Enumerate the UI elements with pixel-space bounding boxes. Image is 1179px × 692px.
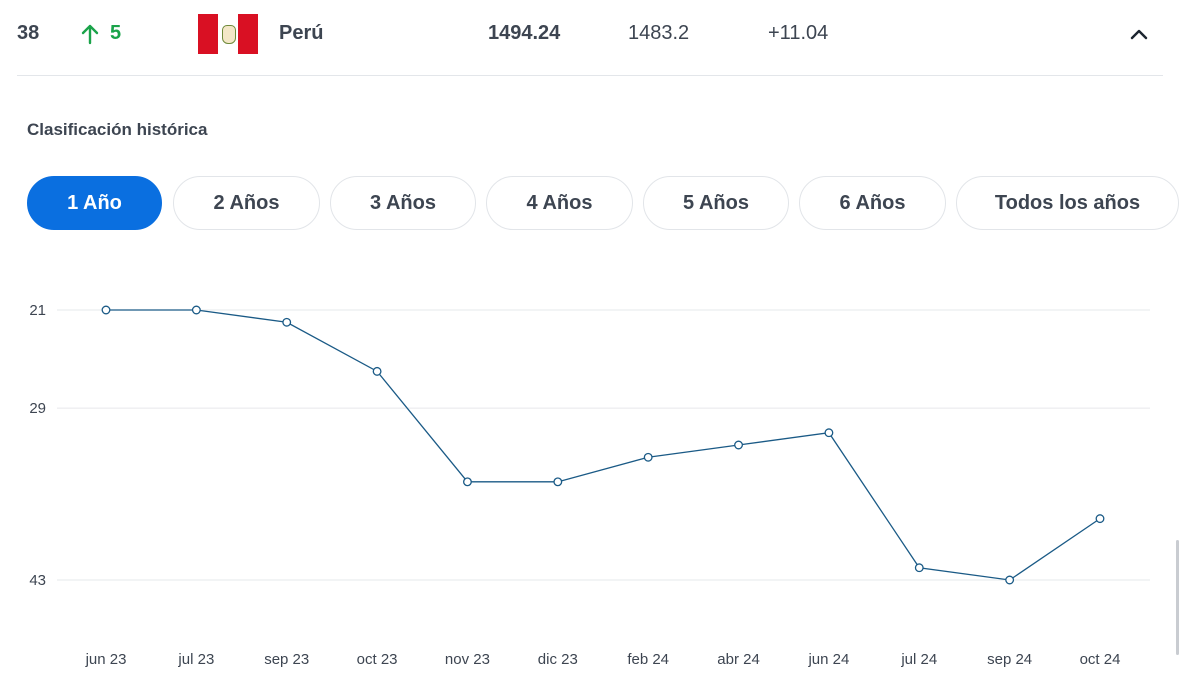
data-point[interactable] xyxy=(463,477,472,487)
data-point[interactable] xyxy=(372,366,382,376)
data-point[interactable] xyxy=(1005,575,1015,585)
x-tick-label: jun 24 xyxy=(807,651,849,668)
x-tick-label: jul 24 xyxy=(900,651,937,668)
ranking-row[interactable]: 38 5 Perú 1494.24 1483.2 +11.04 xyxy=(17,0,1163,76)
x-tick-label: jun 23 xyxy=(85,651,127,668)
peru-flag xyxy=(198,14,258,54)
data-point[interactable] xyxy=(282,317,292,327)
x-tick-label: sep 23 xyxy=(264,651,309,668)
x-tick-label: nov 23 xyxy=(445,651,490,668)
tab-4-years[interactable]: 4 Años xyxy=(486,176,633,230)
y-tick-label: 21 xyxy=(29,302,46,319)
points-difference: +11.04 xyxy=(768,22,829,44)
data-point[interactable] xyxy=(191,305,201,315)
x-tick-label: abr 24 xyxy=(717,651,760,668)
tab-all-years[interactable]: Todos los años xyxy=(956,176,1179,230)
history-chart: 21 29 43 jun 23 jul 23 sep 23 oct 23 nov 23 dic … xyxy=(29,302,1150,668)
x-tick-label: oct 24 xyxy=(1080,651,1121,668)
y-tick-label: 43 xyxy=(29,572,46,589)
scrollbar[interactable] xyxy=(1176,540,1179,655)
x-tick-label: oct 23 xyxy=(357,651,398,668)
data-point[interactable] xyxy=(824,428,834,438)
tab-3-years[interactable]: 3 Años xyxy=(330,176,476,230)
arrow-up-icon xyxy=(81,24,99,44)
coat-of-arms-icon xyxy=(222,25,236,44)
data-point[interactable] xyxy=(643,452,653,462)
tab-6-years[interactable]: 6 Años xyxy=(799,176,946,230)
tab-5-years[interactable]: 5 Años xyxy=(643,176,789,230)
x-tick-label: dic 23 xyxy=(538,651,578,668)
series-line xyxy=(106,309,1101,581)
data-point[interactable] xyxy=(734,440,743,450)
y-tick-label: 29 xyxy=(29,400,46,417)
data-point[interactable] xyxy=(101,305,111,315)
country-name: Perú xyxy=(279,22,324,44)
history-title: Clasificación histórica xyxy=(27,120,208,139)
rank-change-value: 5 xyxy=(110,22,122,44)
previous-points: 1483.2 xyxy=(628,22,690,44)
data-point[interactable] xyxy=(553,477,563,487)
current-points: 1494.24 xyxy=(488,22,561,44)
tab-2-years[interactable]: 2 Años xyxy=(173,176,320,230)
rank: 38 xyxy=(17,22,40,44)
data-point[interactable] xyxy=(1095,514,1105,524)
x-tick-label: jul 23 xyxy=(177,651,214,668)
chevron-up-icon[interactable] xyxy=(1127,22,1151,46)
tab-1-year[interactable]: 1 Año xyxy=(27,176,162,230)
x-tick-label: feb 24 xyxy=(627,651,669,668)
x-tick-label: sep 24 xyxy=(987,651,1032,668)
rank-change: 5 xyxy=(80,22,121,45)
data-point[interactable] xyxy=(914,563,924,573)
